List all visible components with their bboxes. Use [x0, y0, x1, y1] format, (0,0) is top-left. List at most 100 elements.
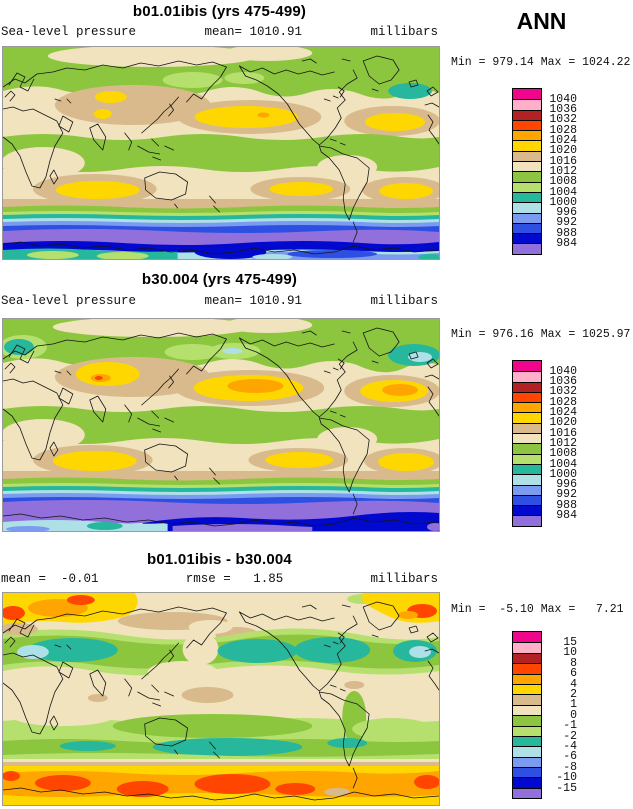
- legend-color-cell: [513, 233, 541, 244]
- legend-tick-label: 15: [563, 635, 577, 649]
- map-difference-slp: [3, 593, 439, 805]
- legend-color-cell: [513, 746, 541, 757]
- panel1-legend: 1040 1036 1032 1028 1024 1020 1016 1012 1008 1004…: [512, 88, 602, 255]
- legend-tick-label: 8: [570, 656, 577, 670]
- legend-color-cell: [513, 422, 541, 434]
- legend-color-cell: [513, 453, 541, 464]
- legend-color-cell: [513, 361, 541, 372]
- legend-tick-label: 4: [570, 677, 577, 691]
- legend-tick-label: 1012: [549, 164, 577, 178]
- legend-color-cell: [513, 756, 541, 768]
- legend-tick-label: 1036: [549, 375, 577, 389]
- legend-tick-label: 1004: [549, 457, 577, 471]
- legend-color-cell: [513, 119, 541, 131]
- legend-color-cell: [513, 463, 541, 475]
- legend-color-cell: [513, 515, 541, 526]
- legend-color-cell: [513, 505, 541, 516]
- panel2-minmax: Min = 976.16 Max = 1025.97: [451, 328, 631, 341]
- legend-tick-label: 992: [556, 216, 577, 230]
- legend-color-cell: [513, 663, 541, 674]
- panel1-title: b01.01ibis (yrs 475-499): [132, 3, 307, 20]
- legend-color-cell: [513, 212, 541, 223]
- legend-color-cell: [513, 371, 541, 382]
- panel1-mean-value: mean= 1010.91: [204, 25, 303, 39]
- legend-color-cell: [513, 381, 541, 392]
- legend-color-cell: [513, 642, 541, 653]
- legend-tick-label: 1016: [549, 154, 577, 168]
- legend-color-bar: [512, 88, 542, 255]
- legend-color-cell: [513, 632, 541, 643]
- legend-tick-label: 1032: [549, 113, 577, 127]
- legend-color-cell: [513, 767, 541, 778]
- legend-tick-label: 2: [570, 687, 577, 701]
- season-label: ANN: [516, 8, 567, 34]
- legend-color-cell: [513, 191, 541, 203]
- panel3-units-label: millibars: [370, 572, 438, 586]
- legend-tick-label: 1000: [549, 467, 577, 481]
- legend-tick-label: 1040: [549, 92, 577, 106]
- legend-color-cell: [513, 704, 541, 716]
- legend-color-cell: [513, 130, 541, 141]
- panel1-units-label: millibars: [370, 25, 438, 39]
- legend-color-cell: [513, 725, 541, 736]
- panel2-units-label: millibars: [370, 294, 438, 308]
- legend-tick-label: 1032: [549, 385, 577, 399]
- legend-tick-label: 988: [556, 498, 577, 512]
- panel3-mean-value: mean = -0.01: [1, 572, 99, 586]
- legend-tick-label: 996: [556, 206, 577, 220]
- panel3-rmse-value: rmse = 1.85: [185, 572, 284, 586]
- legend-tick-label: -2: [563, 729, 577, 743]
- legend-tick-label: 1020: [549, 144, 577, 158]
- legend-tick-label: 984: [556, 237, 577, 250]
- panel1-subtitle: Sea-level pressure mean= 1010.91 milliba…: [1, 25, 438, 39]
- legend-tick-label: 0: [570, 708, 577, 722]
- legend-tick-label: 1008: [549, 175, 577, 189]
- legend-tick-label: 1024: [549, 406, 577, 419]
- legend-color-cell: [513, 494, 541, 506]
- legend-color-cell: [513, 391, 541, 403]
- legend-tick-label: 996: [556, 478, 577, 492]
- panel3-title: b01.01ibis - b30.004: [147, 551, 292, 568]
- panel3-subtitle: mean = -0.01 rmse = 1.85 millibars: [1, 572, 438, 586]
- legend-tick-label: -10: [556, 771, 577, 785]
- legend-tick-label: -1: [563, 719, 577, 733]
- legend-color-bar: [512, 631, 542, 800]
- legend-color-cell: [513, 715, 541, 726]
- legend-color-cell: [513, 171, 541, 182]
- legend-color-cell: [513, 777, 541, 788]
- legend-color-cell: [513, 652, 541, 664]
- legend-color-cell: [513, 402, 541, 413]
- legend-color-cell: [513, 484, 541, 495]
- legend-tick-label: 1036: [549, 103, 577, 117]
- legend-tick-label: 1020: [549, 416, 577, 430]
- legend-color-cell: [513, 433, 541, 444]
- legend-tick-label: 1000: [549, 195, 577, 209]
- legend-color-cell: [513, 694, 541, 705]
- map-case2-slp: [3, 319, 439, 531]
- legend-tick-label: -15: [556, 781, 577, 795]
- panel3-legend: 15 10 8 6 4 2 1 0 -1 -2 -4 -6 -8 -10 -15: [512, 631, 602, 800]
- panel3-minmax: Min = -5.10 Max = 7.21: [451, 603, 624, 616]
- panel2-legend: 1040 1036 1032 1028 1024 1020 1016 1012 1008 1004…: [512, 360, 602, 527]
- panel1-minmax: Min = 979.14 Max = 1024.22: [451, 56, 631, 69]
- legend-tick-label: -8: [563, 760, 577, 774]
- legend-color-cell: [513, 161, 541, 172]
- panel2-map-frame: [2, 318, 440, 532]
- legend-tick-label: 10: [563, 646, 577, 660]
- legend-tick-label: 1008: [549, 447, 577, 461]
- panel2-title: b30.004 (yrs 475-499): [141, 271, 298, 288]
- panel1-field-label: Sea-level pressure: [1, 25, 137, 39]
- legend-color-cell: [513, 181, 541, 192]
- legend-color-cell: [513, 222, 541, 234]
- legend-tick-label: 984: [556, 509, 577, 522]
- legend-tick-label: 1028: [549, 395, 577, 409]
- legend-tick-label: 1012: [549, 436, 577, 450]
- legend-color-cell: [513, 683, 541, 695]
- panel2-mean-value: mean= 1010.91: [204, 294, 303, 308]
- legend-tick-label: 1004: [549, 185, 577, 199]
- legend-tick-label: 1: [570, 698, 577, 712]
- legend-color-cell: [513, 99, 541, 110]
- legend-color-cell: [513, 109, 541, 120]
- legend-tick-label: 992: [556, 488, 577, 502]
- map-case1-slp: [3, 47, 439, 259]
